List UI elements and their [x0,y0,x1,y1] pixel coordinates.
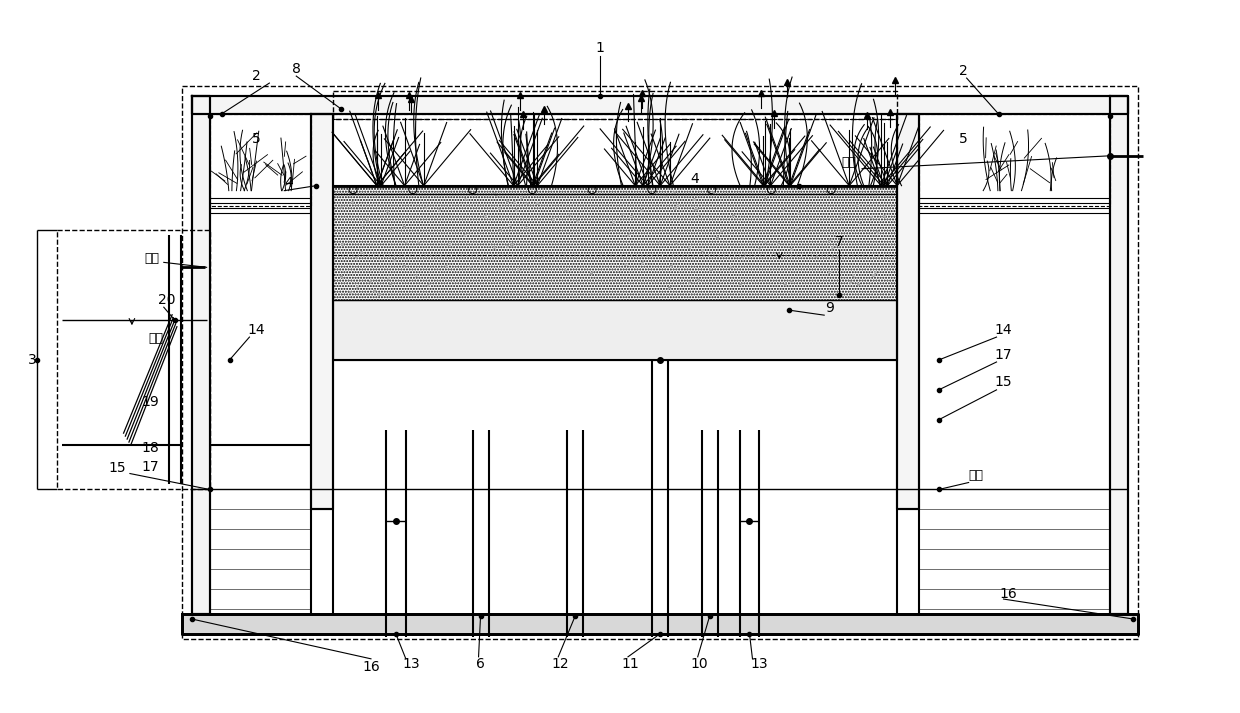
Text: 7: 7 [835,235,843,250]
Polygon shape [897,114,919,509]
Text: 16: 16 [362,660,379,674]
Text: 1: 1 [595,41,605,55]
Polygon shape [311,114,334,509]
Text: 15: 15 [994,375,1012,389]
Text: 19: 19 [141,395,159,409]
Text: 12: 12 [552,657,569,671]
Text: 18: 18 [141,441,159,455]
Bar [334,300,897,360]
Text: 6: 6 [476,657,485,671]
Text: 17: 17 [994,348,1012,362]
Text: 15: 15 [108,461,125,475]
Text: 3: 3 [29,353,37,367]
Text: 5: 5 [252,132,260,146]
Text: 20: 20 [157,293,176,307]
Text: 4: 4 [284,175,293,190]
Polygon shape [1110,96,1128,614]
Text: 13: 13 [750,657,769,671]
Text: 进水: 进水 [842,156,857,169]
Polygon shape [182,614,1138,634]
Text: 2: 2 [252,69,260,83]
Text: 4: 4 [691,172,699,185]
Text: 地面: 地面 [968,469,983,482]
Text: 16: 16 [999,587,1017,601]
Text: 出水: 出水 [145,252,160,265]
Text: 10: 10 [691,657,708,671]
Text: 9: 9 [825,301,833,315]
Bar [334,185,897,300]
Text: 13: 13 [402,657,419,671]
Text: 14: 14 [248,323,265,337]
Text: 5: 5 [960,132,968,146]
Text: 17: 17 [141,460,159,473]
Text: 14: 14 [994,323,1012,337]
Text: 水面: 水面 [149,332,164,344]
Text: 11: 11 [621,657,639,671]
Text: 8: 8 [291,62,301,76]
Polygon shape [192,96,1128,114]
Polygon shape [192,96,210,614]
Text: 2: 2 [960,64,968,78]
